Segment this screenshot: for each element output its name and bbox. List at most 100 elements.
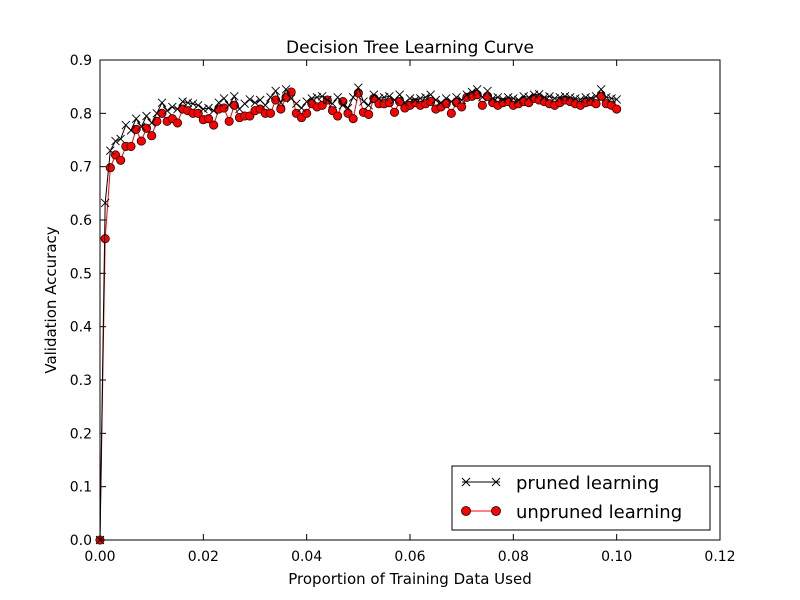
pruned-point bbox=[467, 87, 477, 97]
pruned-point bbox=[214, 98, 224, 107]
pruned-point bbox=[204, 103, 213, 113]
pruned-point bbox=[338, 101, 348, 110]
pruned-point bbox=[441, 94, 451, 103]
chart-title: Decision Tree Learning Curve bbox=[286, 38, 534, 58]
pruned-point bbox=[483, 86, 492, 96]
y-tick-label: 0.9 bbox=[70, 53, 92, 69]
y-tick-label: 0.5 bbox=[70, 266, 92, 282]
pruned-point bbox=[178, 97, 187, 106]
pruned-point bbox=[509, 94, 518, 103]
pruned-point bbox=[488, 94, 497, 103]
unpruned-point bbox=[224, 116, 234, 126]
unpruned-point bbox=[612, 104, 622, 114]
y-tick-label: 0.6 bbox=[70, 213, 92, 229]
pruned-point bbox=[292, 99, 301, 109]
pruned-point bbox=[555, 93, 565, 102]
pruned-point bbox=[168, 102, 177, 112]
pruned-point bbox=[586, 94, 596, 103]
pruned-point bbox=[550, 94, 559, 103]
x-tick-label: 0.00 bbox=[84, 549, 115, 565]
pruned-point bbox=[498, 95, 508, 104]
legend: pruned learning unpruned learning bbox=[451, 465, 711, 531]
unpruned-point bbox=[172, 118, 183, 128]
pruned-point bbox=[524, 93, 534, 102]
pruned-point bbox=[193, 101, 203, 110]
y-tick-label: 0.8 bbox=[70, 106, 92, 122]
x-tick-label: 0.06 bbox=[394, 549, 425, 565]
pruned-point bbox=[462, 90, 472, 99]
pruned-point bbox=[571, 94, 580, 103]
legend-unpruned-marker bbox=[491, 506, 501, 516]
x-tick-label: 0.10 bbox=[601, 549, 632, 565]
legend-pruned-label: pruned learning bbox=[516, 473, 659, 494]
pruned-point bbox=[224, 101, 234, 110]
unpruned-point bbox=[348, 114, 358, 124]
unpruned-point bbox=[364, 109, 374, 119]
pruned-point bbox=[354, 83, 363, 93]
pruned-point bbox=[493, 93, 503, 102]
pruned-point bbox=[271, 86, 280, 96]
pruned-point bbox=[106, 146, 115, 155]
pruned-point bbox=[100, 198, 110, 208]
x-tick-label: 0.02 bbox=[188, 549, 219, 565]
pruned-point bbox=[245, 95, 255, 104]
pruned-point bbox=[323, 95, 332, 105]
pruned-point bbox=[328, 99, 337, 109]
unpruned-point bbox=[477, 100, 487, 110]
pruned-point bbox=[137, 122, 146, 131]
pruned-point bbox=[503, 93, 513, 102]
pruned-point bbox=[534, 89, 544, 99]
unpruned-point bbox=[446, 108, 456, 118]
pruned-point bbox=[116, 134, 125, 144]
pruned-point bbox=[348, 93, 358, 102]
pruned-point bbox=[591, 91, 601, 101]
x-tick-label: 0.08 bbox=[498, 549, 529, 565]
pruned-point bbox=[385, 91, 394, 101]
pruned-point bbox=[250, 98, 260, 107]
unpruned-point bbox=[105, 163, 115, 173]
pruned-point bbox=[560, 91, 570, 101]
pruned-point bbox=[302, 97, 311, 106]
legend-box bbox=[451, 465, 711, 531]
pruned-point bbox=[142, 111, 151, 121]
unpruned-point bbox=[193, 108, 203, 118]
unpruned-point bbox=[147, 131, 157, 141]
pruned-point bbox=[374, 94, 384, 103]
pruned-point bbox=[421, 93, 430, 102]
pruned-point bbox=[395, 90, 404, 99]
pruned-point bbox=[240, 99, 249, 109]
pruned-point bbox=[410, 95, 420, 105]
x-axis-label: Proportion of Training Data Used bbox=[288, 570, 531, 588]
pruned-point bbox=[183, 98, 193, 107]
pruned-point bbox=[602, 93, 611, 102]
pruned-point bbox=[581, 93, 590, 102]
pruned-point bbox=[369, 90, 379, 99]
pruned-point bbox=[405, 94, 415, 103]
pruned-point bbox=[147, 118, 156, 128]
pruned-point bbox=[447, 97, 456, 106]
x-tick-label: 0.04 bbox=[291, 549, 322, 565]
unpruned-point bbox=[209, 120, 219, 130]
legend-unpruned-marker bbox=[461, 506, 471, 516]
pruned-point bbox=[343, 103, 353, 113]
pruned-point bbox=[297, 103, 306, 113]
y-axis-label: Validation Accuracy bbox=[42, 226, 60, 373]
pruned-point bbox=[317, 91, 327, 101]
pruned-point bbox=[126, 126, 136, 135]
unpruned-point bbox=[389, 107, 400, 117]
x-tick-label: 0.12 bbox=[704, 549, 735, 565]
pruned-point bbox=[199, 104, 208, 114]
pruned-point bbox=[576, 95, 585, 104]
pruned-point bbox=[307, 94, 317, 103]
pruned-point bbox=[230, 91, 239, 101]
pruned-point bbox=[219, 94, 229, 103]
unpruned-point bbox=[157, 108, 167, 118]
y-tick-label: 0.0 bbox=[70, 533, 92, 549]
pruned-point bbox=[416, 94, 425, 103]
pruned-point bbox=[565, 93, 575, 102]
pruned-point bbox=[514, 95, 523, 105]
y-tick-label: 0.3 bbox=[70, 373, 92, 389]
unpruned-point bbox=[229, 100, 239, 110]
pruned-point bbox=[162, 106, 172, 115]
unpruned-point bbox=[203, 114, 214, 124]
